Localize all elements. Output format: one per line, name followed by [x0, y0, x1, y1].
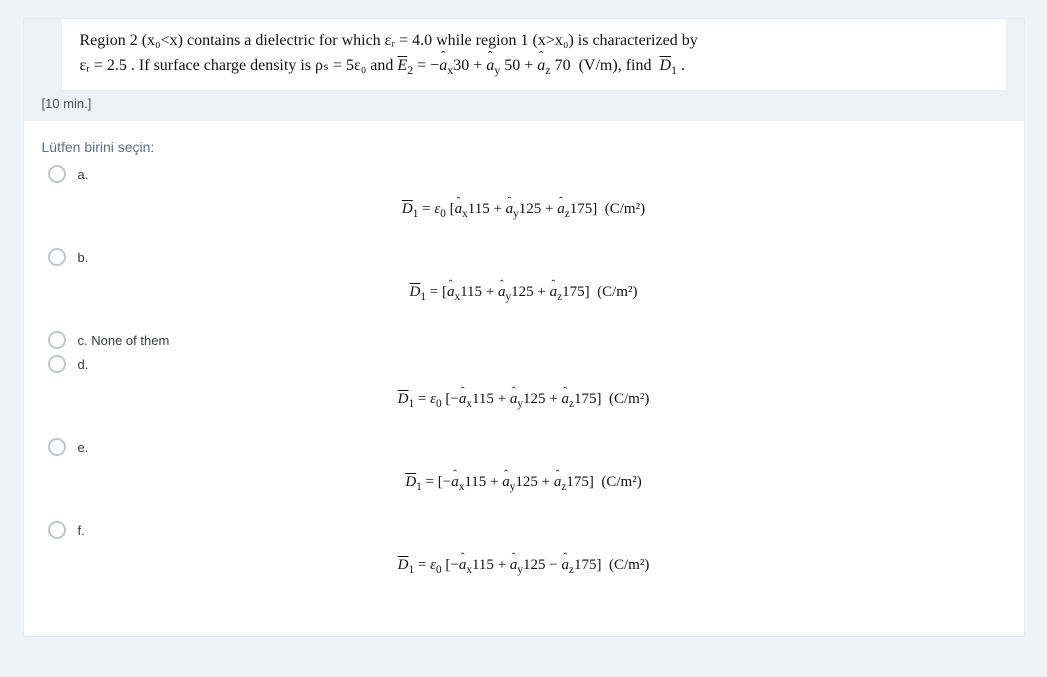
option-e[interactable]: e.	[42, 438, 1006, 458]
time-note: [10 min.]	[24, 90, 1024, 121]
question-box: Region 2 (x₀<x) contains a dielectric fo…	[24, 19, 1024, 121]
options-list: a. D1 = ε0 [ax115 + ay125 + az175] (C/m²…	[42, 165, 1006, 576]
radio-f[interactable]	[48, 521, 66, 539]
option-d-formula: D1 = ε0 [−ax115 + ay125 + az175] (C/m²)	[42, 391, 1006, 410]
option-b[interactable]: b.	[42, 248, 1006, 268]
option-d[interactable]: d.	[42, 355, 1006, 375]
radio-b[interactable]	[48, 248, 66, 266]
radio-c[interactable]	[48, 331, 66, 349]
option-d-letter: d.	[78, 355, 89, 375]
option-b-letter: b.	[78, 248, 89, 268]
option-e-letter: e.	[78, 438, 89, 458]
option-f-formula: D1 = ε0 [−ax115 + ay125 − az175] (C/m²)	[42, 557, 1006, 576]
radio-d[interactable]	[48, 355, 66, 373]
option-a[interactable]: a.	[42, 165, 1006, 185]
option-a-formula: D1 = ε0 [ax115 + ay125 + az175] (C/m²)	[42, 201, 1006, 220]
option-f-letter: f.	[78, 521, 85, 541]
option-c-letter: c. None of them	[78, 331, 170, 351]
answer-area: Lütfen birini seçin: a. D1 = ε0 [ax115 +…	[24, 121, 1024, 636]
question-card: Region 2 (x₀<x) contains a dielectric fo…	[23, 18, 1025, 637]
stem-line-2-eq: E2 = −ax30 + ay 50 + az 70 (V/m), find D…	[397, 57, 685, 74]
option-e-formula: D1 = [−ax115 + ay125 + az175] (C/m²)	[42, 474, 1006, 493]
stem-line-1: Region 2 (x₀<x) contains a dielectric fo…	[80, 32, 698, 49]
option-c[interactable]: c. None of them	[42, 331, 1006, 351]
radio-e[interactable]	[48, 438, 66, 456]
option-b-formula: D1 = [ax115 + ay125 + az175] (C/m²)	[42, 284, 1006, 303]
question-stem: Region 2 (x₀<x) contains a dielectric fo…	[62, 19, 1006, 90]
option-a-letter: a.	[78, 165, 89, 185]
option-f[interactable]: f.	[42, 521, 1006, 541]
stem-line-2-prefix: εᵣ = 2.5 . If surface charge density is …	[80, 57, 398, 74]
prompt-label: Lütfen birini seçin:	[42, 139, 1006, 155]
radio-a[interactable]	[48, 165, 66, 183]
